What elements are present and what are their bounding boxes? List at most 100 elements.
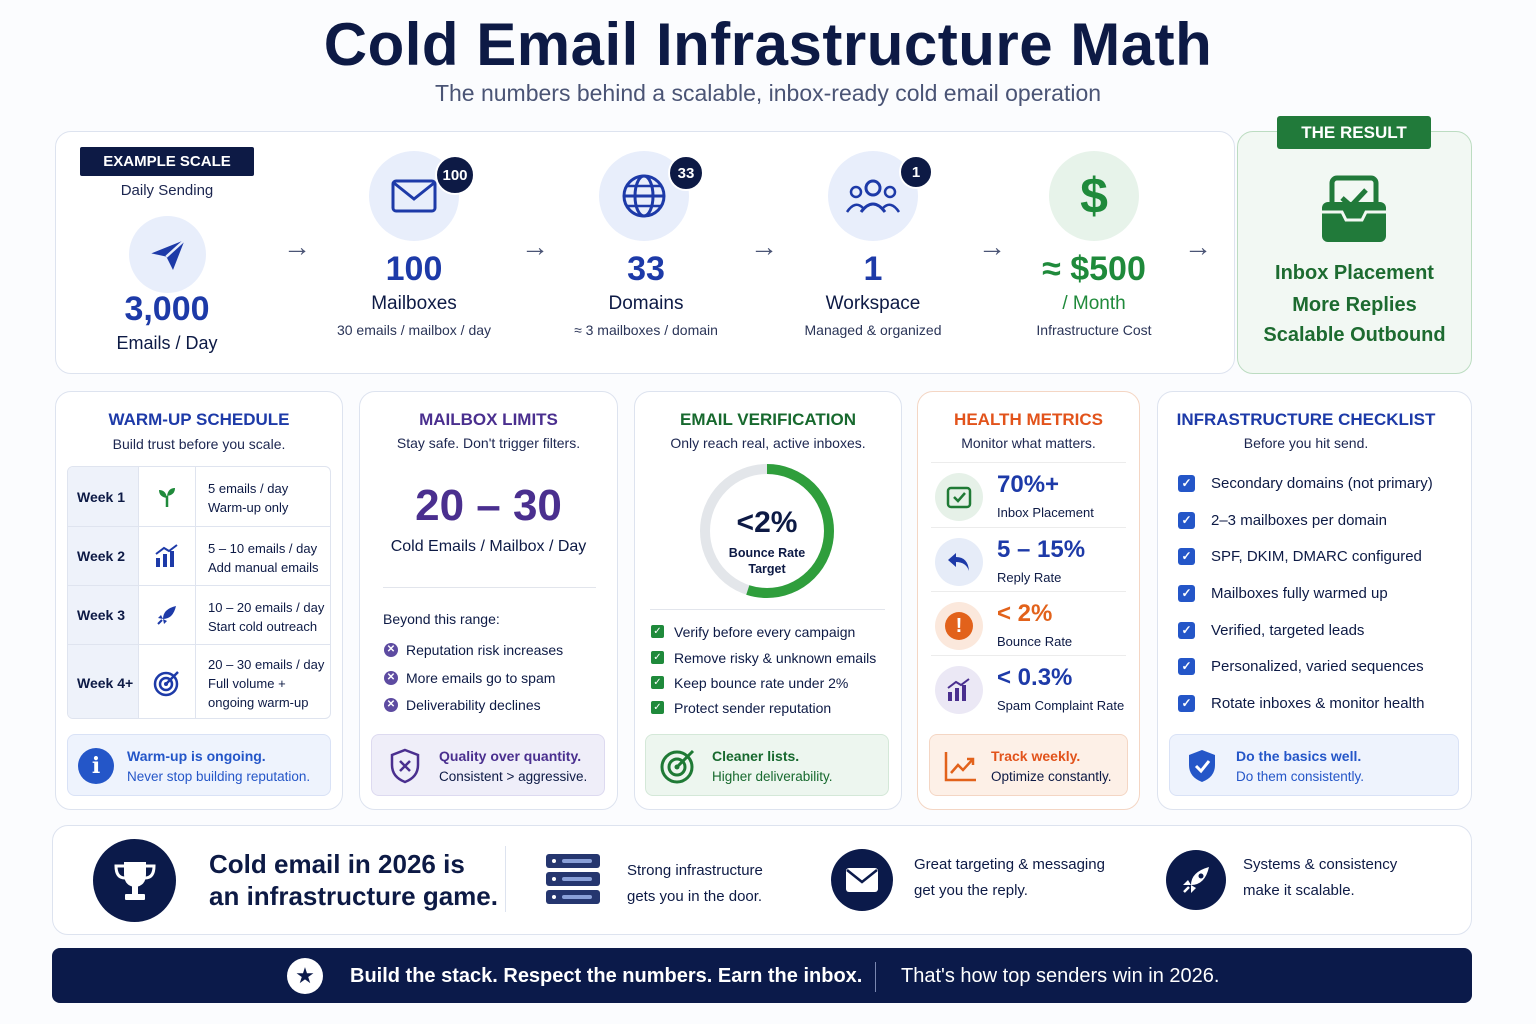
checkbox-checked: ✓ (1178, 475, 1195, 492)
chart-icon (935, 666, 983, 714)
gauge-value: <2% (736, 506, 798, 539)
checklist-item: Rotate inboxes & monitor health (1211, 695, 1425, 712)
note-text: Do them consistently. (1236, 769, 1365, 784)
note-title: Cleaner lists. (712, 748, 800, 764)
dollar-icon: $ (1049, 151, 1139, 241)
workspace-count-badge: 1 (899, 155, 933, 189)
warmup-note: Full volume + (208, 676, 286, 691)
metric-value: < 2% (997, 600, 1053, 627)
verification-item: Remove risky & unknown emails (674, 650, 877, 666)
metric-label: Reply Rate (997, 570, 1062, 585)
warmup-subtitle: Build trust before you scale. (112, 436, 286, 452)
warmup-note: Warm-up only (208, 500, 289, 515)
divider (650, 609, 885, 610)
checkbox-checked: ✓ (1178, 548, 1195, 565)
health-note-box: Track weekly. Optimize constantly. (929, 734, 1128, 796)
verification-item: Verify before every campaign (674, 624, 856, 640)
takeaway-panel (52, 825, 1472, 935)
week-label: Week 2 (68, 527, 139, 585)
checklist-title: INFRASTRUCTURE CHECKLIST (1176, 410, 1436, 429)
trend-up-icon (943, 749, 979, 788)
arrow-right-icon: → (521, 231, 549, 262)
table-row: Week 2 5 – 10 emails / day Add manual ema… (68, 526, 330, 585)
note-title: Warm-up is ongoing. (127, 748, 266, 764)
point-line: make it scalable. (1243, 882, 1355, 899)
gauge-fill (700, 464, 834, 598)
result-inbox-placement: Inbox Placement (1275, 262, 1434, 284)
health-subtitle: Monitor what matters. (961, 435, 1096, 451)
point-line: Strong infrastructure (627, 862, 763, 879)
table-row: Week 1 5 emails / day Warm-up only (68, 467, 330, 526)
note-title: Do the basics well. (1236, 748, 1362, 764)
metric-value: 5 – 15% (997, 536, 1086, 563)
reply-icon (935, 538, 983, 586)
takeaway-point: Strong infrastructure gets you in the doo… (627, 858, 763, 910)
checkbox-checked: ✓ (1178, 622, 1195, 639)
note-title: Track weekly. (991, 748, 1081, 764)
arrow-right-icon: → (1184, 231, 1212, 262)
week-label: Week 4+ (68, 645, 139, 718)
checklist-item: 2–3 mailboxes per domain (1211, 512, 1387, 529)
domains-sub: ≈ 3 mailboxes / domain (574, 322, 718, 338)
takeaway-point: Systems & consistency make it scalable. (1243, 852, 1397, 904)
week-label: Week 1 (68, 467, 139, 526)
arrow-right-icon: → (978, 231, 1006, 262)
checklist-note-box: Do the basics well. Do them consistently… (1169, 734, 1459, 796)
warmup-note: Add manual emails (208, 560, 319, 575)
cost-label: / Month (1062, 293, 1126, 314)
warmup-volume: 20 – 30 emails / day (208, 657, 325, 672)
limits-subtitle: Stay safe. Don't trigger filters. (396, 435, 581, 451)
mailboxes-label: Mailboxes (371, 293, 457, 314)
mailboxes-sub: 30 emails / mailbox / day (336, 322, 492, 338)
result-panel (1237, 131, 1472, 374)
warmup-volume: 10 – 20 emails / day (208, 600, 325, 615)
takeaway-point: Great targeting & messaging get you the r… (914, 852, 1105, 904)
limits-unit: Cold Emails / Mailbox / Day (390, 538, 587, 555)
info-icon: i (78, 748, 114, 784)
trophy-icon (93, 839, 176, 922)
metric-label: Bounce Rate (997, 634, 1073, 649)
shield-x-icon (389, 748, 421, 789)
domain-count-badge: 33 (668, 155, 704, 191)
point-line: Great targeting & messaging (914, 856, 1105, 873)
metric-value: 70%+ (997, 471, 1060, 498)
mailboxes-value: 100 (385, 250, 443, 288)
cost-value: ≈ $500 (1042, 250, 1146, 288)
metric-row: 5 – 15% Reply Rate (931, 527, 1126, 591)
warmup-title: WARM-UP SCHEDULE (108, 410, 290, 429)
table-row: Week 4+ 20 – 30 emails / day Full volume … (68, 644, 330, 718)
checklist-subtitle: Before you hit send. (1243, 435, 1369, 451)
bar-chart-icon (139, 527, 196, 585)
point-line: gets you in the door. (627, 888, 763, 905)
metric-row: 70%+ Inbox Placement (931, 462, 1126, 526)
limits-title: MAILBOX LIMITS (419, 410, 558, 429)
result-more-replies: More Replies (1292, 294, 1417, 316)
bounce-rate-gauge (700, 464, 834, 598)
page-title: Cold Email Infrastructure Math (323, 11, 1213, 78)
daily-emails-value: 3,000 (124, 290, 210, 328)
point-line: Systems & consistency (1243, 856, 1398, 873)
x-icon: ✕ (384, 671, 398, 685)
inbox-check-icon (1316, 172, 1392, 246)
workspace-label: Workspace (825, 293, 921, 314)
shield-check-icon (1186, 748, 1218, 789)
arrow-right-icon: → (750, 231, 778, 262)
result-scalable-outbound: Scalable Outbound (1263, 324, 1446, 346)
example-scale-badge: EXAMPLE SCALE (80, 147, 254, 176)
limits-note-box: Quality over quantity. Consistent > aggr… (371, 734, 605, 796)
domains-label: Domains (608, 293, 684, 314)
table-row: Week 3 10 – 20 emails / day Start cold ou… (68, 585, 330, 644)
divider (505, 846, 506, 912)
note-title: Quality over quantity. (439, 748, 582, 764)
rocket-icon (1166, 850, 1226, 910)
metric-value: < 0.3% (997, 664, 1073, 691)
daily-emails-unit: Emails / Day (116, 333, 218, 353)
note-text: Optimize constantly. (991, 769, 1112, 784)
checklist-item: Mailboxes fully warmed up (1211, 585, 1388, 602)
verification-note-box: Cleaner lists. Higher deliverability. (645, 734, 889, 796)
mail-icon (831, 849, 893, 911)
result-badge: THE RESULT (1277, 116, 1431, 149)
note-text: Never stop building reputation. (127, 769, 311, 784)
checklist-item: Personalized, varied sequences (1211, 658, 1424, 675)
risk-item: More emails go to spam (406, 670, 556, 686)
